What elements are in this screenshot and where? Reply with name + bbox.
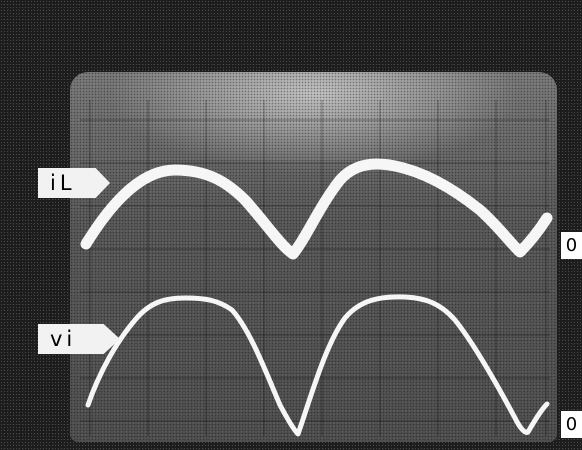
oscilloscope-screen <box>70 72 557 442</box>
vi-waveform-trace <box>85 294 550 437</box>
graticule-grid <box>80 100 550 436</box>
il-waveform-trace <box>80 158 553 260</box>
vi-label-text: vi <box>50 327 77 351</box>
vi-zero-marker: 0 <box>561 411 582 438</box>
il-label-text: iL <box>50 171 76 195</box>
il-channel-label: iL <box>38 168 110 198</box>
il-zero-marker: 0 <box>561 232 582 259</box>
vi-channel-label: vi <box>38 324 120 354</box>
